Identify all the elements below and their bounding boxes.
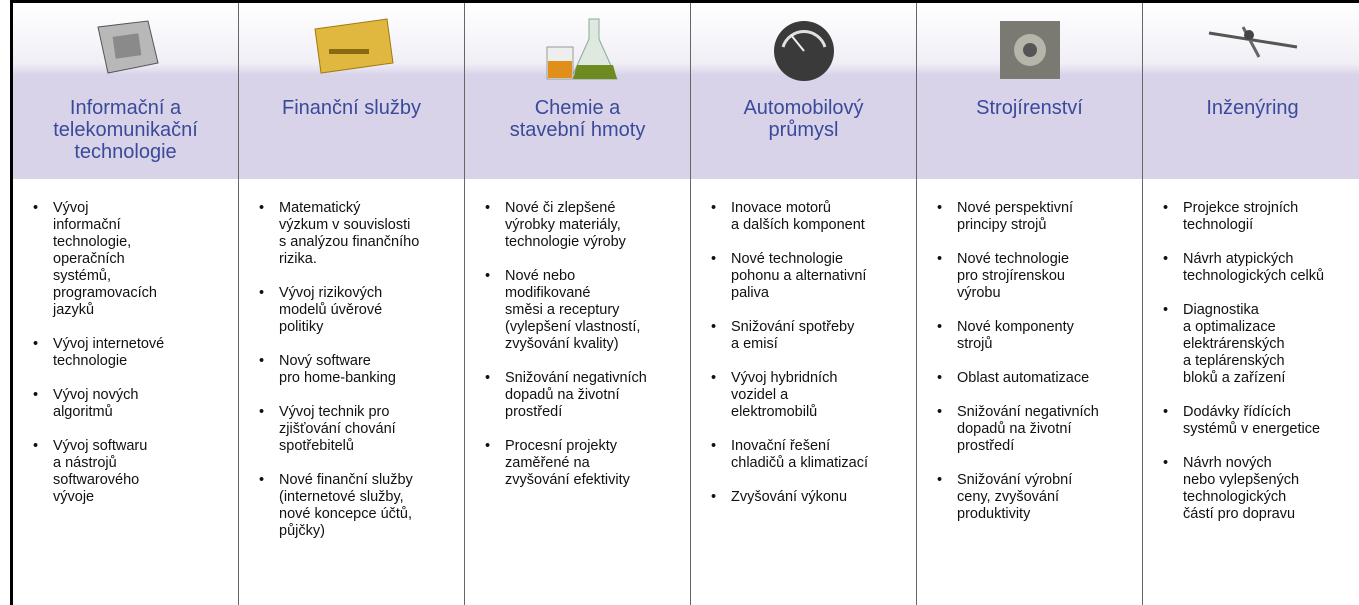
bullet-item: Snižování negativních dopadů na životní … <box>937 404 1142 455</box>
column: Strojírenství Nové perspektivní principy … <box>917 3 1143 605</box>
bullet-item: Vývoj softwaru a nástrojů softwarového v… <box>33 438 238 506</box>
bullet-item: Nové nebo modifikované směsi a receptury… <box>485 268 690 353</box>
bullet-item: Nové či zlepšené výrobky materiály, tech… <box>485 200 690 251</box>
bullet-item: Inovační řešení chladičů a klimatizací <box>711 438 916 472</box>
bullet-item: Vývoj technik pro zjišťování chování spo… <box>259 404 464 455</box>
column: Informační a telekomunikační technologie… <box>13 3 239 605</box>
column-title: Automobilový průmysl <box>743 97 864 141</box>
bullet-list: Inovace motorů a dalších komponent Nové t… <box>691 179 916 506</box>
bullet-list: Nové či zlepšené výrobky materiály, tech… <box>465 179 690 489</box>
page: Informační a telekomunikační technologie… <box>10 0 1359 605</box>
bullet-item: Snižování negativních dopadů na životní … <box>485 370 690 421</box>
bullet-list: Projekce strojních technologií Návrh atyp… <box>1143 179 1359 523</box>
bullet-item: Oblast automatizace <box>937 370 1142 387</box>
bullet-item: Nové technologie pro strojírenskou výrob… <box>937 251 1142 302</box>
bullet-list: Vývoj informační technologie, operačních… <box>13 179 238 506</box>
column-title: Informační a telekomunikační technologie <box>53 97 198 163</box>
column-title: Finanční služby <box>282 97 421 119</box>
bullet-item: Nový software pro home-banking <box>259 353 464 387</box>
column-header: Chemie a stavební hmoty <box>465 3 690 179</box>
bullet-item: Procesní projekty zaměřené na zvyšování … <box>485 438 690 489</box>
bullet-list: Matematický výzkum v souvislosti s analý… <box>239 179 464 540</box>
column-title: Strojírenství <box>976 97 1083 119</box>
bullet-item: Projekce strojních technologií <box>1163 200 1359 234</box>
bullet-item: Zvyšování výkonu <box>711 489 916 506</box>
bullet-item: Snižování spotřeby a emisí <box>711 319 916 353</box>
column: Automobilový průmysl Inovace motorů a dal… <box>691 3 917 605</box>
bullet-item: Vývoj informační technologie, operačních… <box>33 200 238 319</box>
bullet-item: Diagnostika a optimalizace elektrárenský… <box>1163 302 1359 387</box>
bullet-list: Nové perspektivní principy strojů Nové te… <box>917 179 1142 523</box>
bullet-item: Vývoj rizikových modelů úvěrové politiky <box>259 285 464 336</box>
column-header: Informační a telekomunikační technologie <box>13 3 238 179</box>
column-header: Automobilový průmysl <box>691 3 916 179</box>
column-header: Strojírenství <box>917 3 1142 179</box>
bullet-item: Inovace motorů a dalších komponent <box>711 200 916 234</box>
bullet-item: Nové perspektivní principy strojů <box>937 200 1142 234</box>
bullet-item: Návrh atypických technologických celků <box>1163 251 1359 285</box>
bullet-item: Nové technologie pohonu a alternativní p… <box>711 251 916 302</box>
column: Inženýring Projekce strojních technologií… <box>1143 3 1359 605</box>
column: Chemie a stavební hmoty Nové či zlepšené … <box>465 3 691 605</box>
column-header: Inženýring <box>1143 3 1359 179</box>
bullet-item: Dodávky řídících systémů v energetice <box>1163 404 1359 438</box>
bullet-item: Nové finanční služby (internetové služby… <box>259 472 464 540</box>
bullet-item: Vývoj nových algoritmů <box>33 387 238 421</box>
bullet-item: Návrh nových nebo vylepšených technologi… <box>1163 455 1359 523</box>
bullet-item: Matematický výzkum v souvislosti s analý… <box>259 200 464 268</box>
column-title: Chemie a stavební hmoty <box>509 97 646 141</box>
bullet-item: Vývoj internetové technologie <box>33 336 238 370</box>
column: Finanční služby Matematický výzkum v souv… <box>239 3 465 605</box>
column-title: Inženýring <box>1206 97 1299 119</box>
bullet-item: Vývoj hybridních vozidel a elektromobilů <box>711 370 916 421</box>
bullet-item: Snižování výrobní ceny, zvyšování produk… <box>937 472 1142 523</box>
bullet-item: Nové komponenty strojů <box>937 319 1142 353</box>
column-header: Finanční služby <box>239 3 464 179</box>
